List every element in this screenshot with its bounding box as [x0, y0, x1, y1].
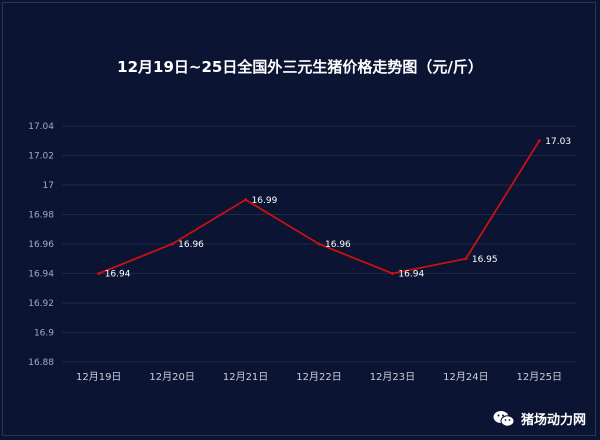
data-label: 16.99: [252, 196, 278, 206]
watermark: 猪场动力网: [493, 409, 586, 428]
data-label: 16.96: [325, 240, 351, 250]
y-tick-label: 16.9: [34, 329, 54, 339]
x-tick-label: 12月25日: [517, 371, 562, 383]
series-line: [98, 140, 541, 275]
data-point: [390, 272, 394, 275]
chart-frame: [2, 2, 596, 436]
x-tick-label: 12月24日: [443, 371, 488, 383]
y-tick-label: 16.98: [28, 211, 54, 221]
data-point: [317, 242, 321, 246]
y-tick-label: 16.88: [28, 358, 54, 368]
y-tick-label: 17.04: [28, 122, 54, 132]
chart-title: 12月19日~25日全国外三元生猪价格走势图（元/斤）: [117, 58, 483, 76]
y-tick-label: 16.92: [28, 299, 54, 309]
data-label: 16.94: [398, 270, 424, 280]
y-tick-label: 17.02: [28, 152, 54, 162]
data-label: 16.96: [178, 240, 204, 250]
data-label: 16.95: [472, 255, 498, 265]
x-tick-label: 12月23日: [370, 371, 415, 383]
data-point: [537, 139, 541, 143]
data-point: [464, 257, 468, 261]
x-tick-label: 12月20日: [149, 371, 194, 383]
x-tick-label: 12月22日: [296, 371, 341, 383]
data-label: 17.03: [545, 137, 571, 147]
y-tick-label: 16.96: [28, 240, 54, 250]
x-tick-label: 12月19日: [76, 371, 121, 383]
data-point: [170, 242, 174, 246]
data-label: 16.94: [105, 270, 131, 280]
data-point: [97, 272, 101, 275]
wechat-icon: [493, 410, 515, 427]
y-tick-label: 17: [43, 181, 54, 191]
x-tick-label: 12月21日: [223, 371, 268, 383]
watermark-text: 猪场动力网: [520, 413, 586, 428]
data-point: [244, 198, 248, 202]
y-tick-label: 16.94: [28, 270, 54, 280]
